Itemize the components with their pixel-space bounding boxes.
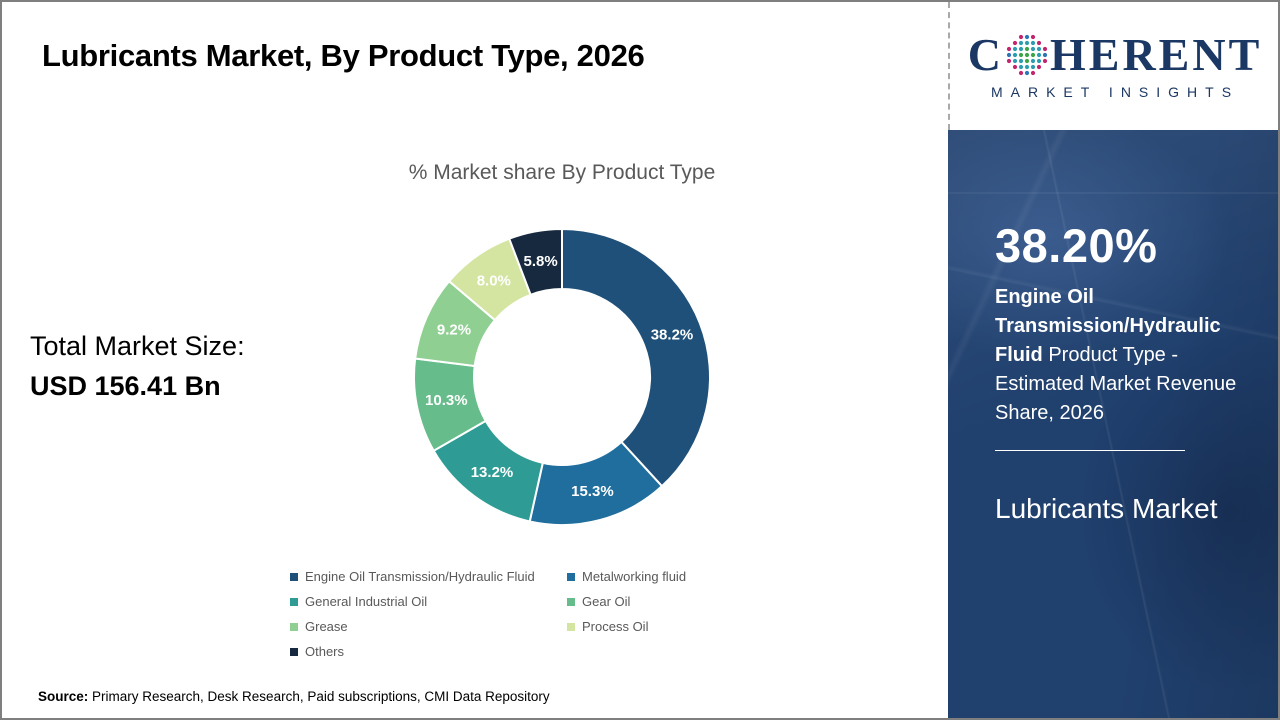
globe-dot: [1012, 40, 1018, 46]
legend-swatch-icon: [567, 622, 575, 631]
globe-dot: [1024, 64, 1030, 70]
donut-chart: 38.2% 15.3% 13.2% 10.3% 9.2% 8.0% 5.8%: [413, 227, 711, 526]
legend-label: Grease: [305, 619, 348, 634]
slice-percentage-label: 9.2%: [437, 322, 471, 339]
legend-label: Process Oil: [582, 619, 649, 634]
globe-dot: [1024, 46, 1030, 52]
source-note: Source: Primary Research, Desk Research,…: [38, 689, 550, 704]
globe-dot: [1036, 58, 1042, 64]
legend-label: Engine Oil Transmission/Hydraulic Fluid: [305, 569, 535, 584]
globe-dot: [1012, 64, 1018, 70]
brand-name-suffix: HERENT: [1049, 29, 1263, 80]
brand-name-prefix: C: [967, 29, 1004, 80]
slice-percentage-label: 15.3%: [571, 483, 614, 500]
globe-dot: [1030, 40, 1036, 46]
globe-dot: [1030, 70, 1036, 76]
total-market-size: Total Market Size: USD 156.41 Bn: [30, 326, 245, 406]
globe-dot: [1018, 52, 1024, 58]
slice-percentage-label: 5.8%: [523, 253, 557, 270]
stat-divider: [995, 450, 1185, 451]
legend-label: General Industrial Oil: [305, 594, 428, 609]
globe-dots-icon: [1006, 34, 1048, 76]
legend-item: Process Oil: [567, 619, 800, 634]
highlight-sidebar: 38.20% Engine Oil Transmission/Hydraulic…: [948, 130, 1278, 718]
globe-dot: [1024, 40, 1030, 46]
slice-percentage-label: 13.2%: [471, 464, 514, 481]
legend-swatch-icon: [567, 572, 575, 581]
slice-percentage-label: 10.3%: [425, 392, 468, 409]
source-label: Source:: [38, 689, 89, 704]
brand-subtitle: MARKET INSIGHTS: [990, 84, 1240, 100]
globe-dot: [1036, 46, 1042, 52]
globe-dot: [1042, 46, 1048, 52]
globe-dot: [1030, 64, 1036, 70]
highlight-stat-segment: Engine Oil Transmission/Hydraulic Fluid: [995, 286, 1221, 366]
globe-dot: [1024, 70, 1030, 76]
globe-dot: [1012, 52, 1018, 58]
globe-dot: [1012, 46, 1018, 52]
globe-dot: [1018, 58, 1024, 64]
legend-item: General Industrial Oil: [290, 594, 567, 609]
total-market-size-value: USD 156.41 Bn: [30, 371, 221, 401]
legend-swatch-icon: [290, 622, 298, 631]
globe-dot: [1006, 58, 1012, 64]
globe-dot: [1006, 46, 1012, 52]
legend-item: Gear Oil: [567, 594, 800, 609]
legend-swatch-icon: [290, 597, 298, 606]
globe-dot: [1024, 52, 1030, 58]
brand-logo: C HERENT MARKET INSIGHTS: [948, 2, 1278, 130]
chart-legend: Engine Oil Transmission/Hydraulic Fluid M…: [290, 569, 800, 659]
globe-dot: [1012, 58, 1018, 64]
globe-dot: [1018, 46, 1024, 52]
slice-percentage-label: 38.2%: [651, 326, 694, 343]
legend-item: Others: [290, 644, 567, 659]
sidebar-report-title: Lubricants Market: [995, 493, 1218, 524]
donut-slice: [507, 227, 563, 297]
highlight-stat-description: Engine Oil Transmission/Hydraulic Fluid …: [995, 283, 1237, 428]
globe-dot: [1024, 34, 1030, 40]
slice-percentage-label: 8.0%: [477, 273, 511, 290]
donut-slice: [561, 227, 711, 488]
globe-dot: [1024, 58, 1030, 64]
brand-name: C HERENT: [968, 32, 1263, 78]
globe-dot: [1006, 52, 1012, 58]
globe-dot: [1030, 58, 1036, 64]
globe-dot: [1036, 64, 1042, 70]
chart-title: % Market share By Product Type: [408, 161, 716, 184]
globe-dot: [1042, 52, 1048, 58]
globe-dot: [1036, 52, 1042, 58]
globe-dot: [1036, 40, 1042, 46]
globe-dot: [1018, 40, 1024, 46]
legend-item: Engine Oil Transmission/Hydraulic Fluid: [290, 569, 567, 584]
globe-dot: [1030, 34, 1036, 40]
globe-dot: [1030, 52, 1036, 58]
legend-item: Grease: [290, 619, 567, 634]
globe-dot: [1018, 34, 1024, 40]
page-title: Lubricants Market, By Product Type, 2026: [42, 38, 645, 73]
globe-dot: [1018, 64, 1024, 70]
legend-label: Others: [305, 644, 345, 659]
globe-dot: [1030, 46, 1036, 52]
highlight-stat-value: 38.20%: [995, 219, 1158, 272]
legend-item: Metalworking fluid: [567, 569, 800, 584]
globe-dot: [1042, 58, 1048, 64]
legend-swatch-icon: [290, 572, 298, 581]
legend-swatch-icon: [567, 597, 575, 606]
legend-label: Metalworking fluid: [582, 569, 687, 584]
highlight-stat-rest: Product Type - Estimated Market Revenue …: [995, 344, 1237, 424]
legend-label: Gear Oil: [582, 594, 631, 609]
total-market-size-label: Total Market Size:: [30, 331, 245, 361]
globe-dot: [1018, 70, 1024, 76]
source-text: Primary Research, Desk Research, Paid su…: [88, 689, 550, 704]
legend-swatch-icon: [290, 647, 298, 656]
